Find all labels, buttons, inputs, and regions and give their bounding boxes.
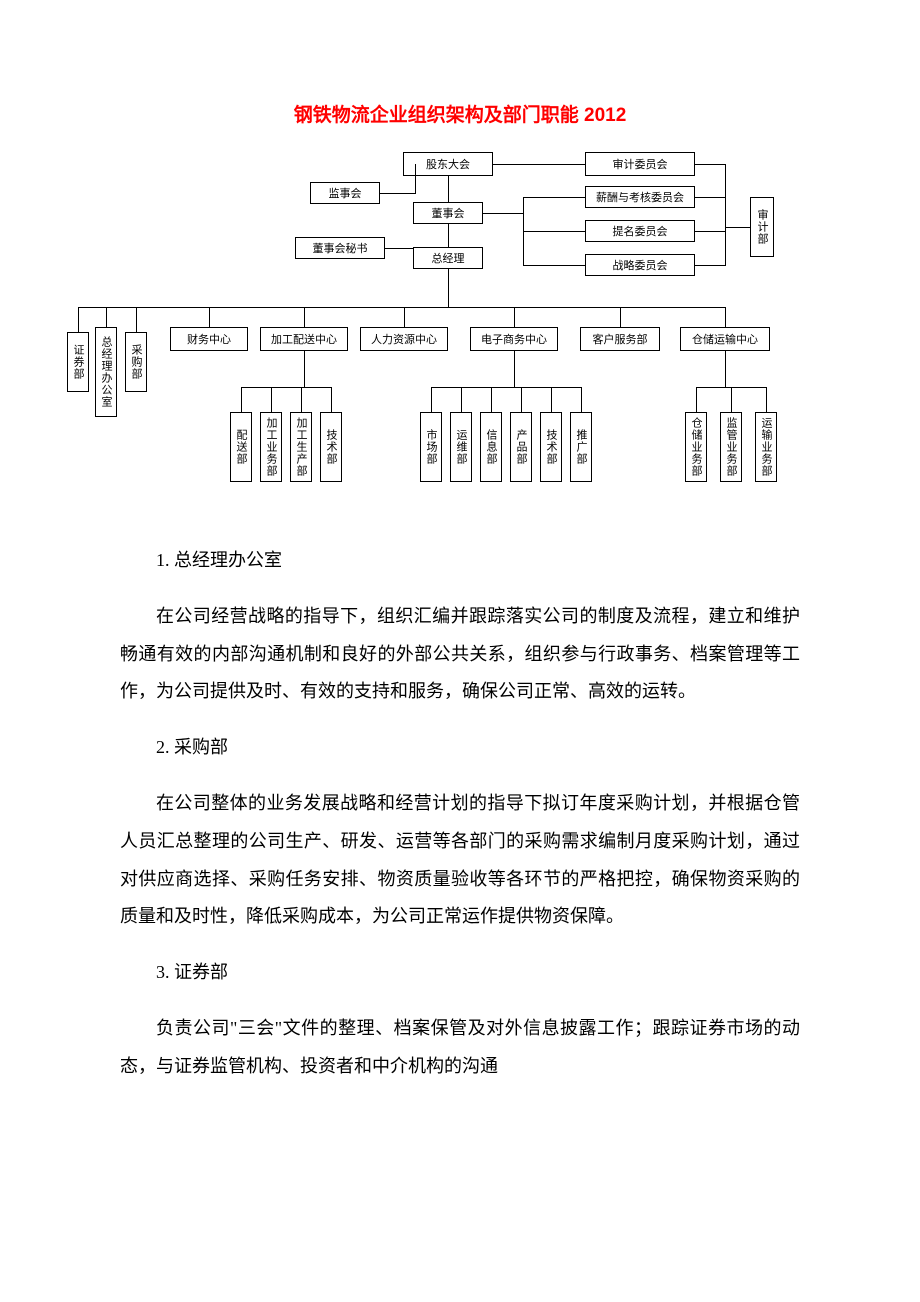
- node-gm-office: 总经理办公室: [95, 327, 117, 417]
- org-chart: 股东大会 审计委员会 监事会 薪酬与考核委员会 董事会 提名委员会 董事会秘书 …: [55, 152, 835, 512]
- node-wh-s1: 仓储业务部: [685, 412, 707, 482]
- node-warehouse: 仓储运输中心: [680, 327, 770, 351]
- node-ec-s1: 市场部: [420, 412, 442, 482]
- node-audit-committee: 审计委员会: [585, 152, 695, 176]
- page-title: 钢铁物流企业组织架构及部门职能 2012: [120, 100, 800, 127]
- node-customer: 客户服务部: [580, 327, 660, 351]
- node-gm: 总经理: [413, 247, 483, 269]
- node-ec-s3: 信息部: [480, 412, 502, 482]
- node-nomination-committee: 提名委员会: [585, 220, 695, 242]
- node-ec-s2: 运维部: [450, 412, 472, 482]
- section-1-body: 在公司经营战略的指导下，组织汇编并跟踪落实公司的制度及流程，建立和维护畅通有效的…: [120, 598, 800, 711]
- node-shareholders: 股东大会: [403, 152, 493, 176]
- node-strategy-committee: 战略委员会: [585, 254, 695, 276]
- node-secretary: 董事会秘书: [295, 237, 385, 259]
- node-proc-s3: 加工生产部: [290, 412, 312, 482]
- node-wh-s2: 监管业务部: [720, 412, 742, 482]
- node-finance: 财务中心: [170, 327, 248, 351]
- node-processing: 加工配送中心: [260, 327, 348, 351]
- node-compensation-committee: 薪酬与考核委员会: [585, 186, 695, 208]
- node-proc-s1: 配送部: [230, 412, 252, 482]
- node-hr: 人力资源中心: [360, 327, 448, 351]
- node-wh-s3: 运输业务部: [755, 412, 777, 482]
- section-2-body: 在公司整体的业务发展战略和经营计划的指导下拟订年度采购计划，并根据仓管人员汇总整…: [120, 785, 800, 936]
- node-ec-s6: 推广部: [570, 412, 592, 482]
- node-audit-dept: 审计部: [750, 197, 774, 257]
- section-1-heading: 1. 总经理办公室: [120, 542, 800, 580]
- node-ecommerce: 电子商务中心: [470, 327, 558, 351]
- node-ec-s5: 技术部: [540, 412, 562, 482]
- node-proc-s2: 加工业务部: [260, 412, 282, 482]
- node-board: 董事会: [413, 202, 483, 224]
- section-3-body: 负责公司"三会"文件的整理、档案保管及对外信息披露工作；跟踪证券市场的动态，与证…: [120, 1010, 800, 1086]
- node-ec-s4: 产品部: [510, 412, 532, 482]
- section-2-heading: 2. 采购部: [120, 729, 800, 767]
- section-3-heading: 3. 证券部: [120, 954, 800, 992]
- node-procurement: 采购部: [125, 332, 147, 392]
- node-securities: 证券部: [67, 332, 89, 392]
- node-supervisors: 监事会: [310, 182, 380, 204]
- node-proc-s4: 技术部: [320, 412, 342, 482]
